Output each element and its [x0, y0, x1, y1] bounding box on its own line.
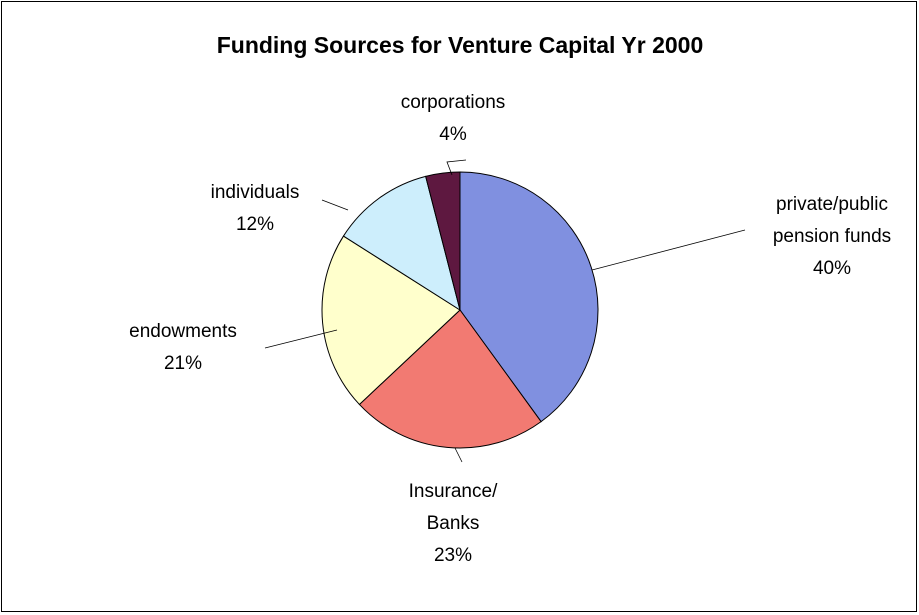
slice-label: Banks	[427, 513, 480, 534]
slice-label: corporations	[401, 92, 506, 113]
leader-line	[446, 159, 467, 176]
slice-label: endowments	[129, 321, 237, 342]
pie-slice	[342, 175, 461, 312]
slice-value-label: 40%	[813, 258, 851, 279]
slice-label: pension funds	[773, 226, 891, 247]
pie-slice	[425, 171, 461, 311]
chart-title: Funding Sources for Venture Capital Yr 2…	[217, 32, 704, 58]
leader-line	[321, 199, 349, 211]
slice-value-label: 12%	[236, 214, 274, 235]
leader-line	[591, 229, 746, 271]
slice-value-label: 21%	[164, 353, 202, 374]
leader-line	[454, 447, 463, 463]
slice-label: private/public	[776, 194, 888, 215]
pie-slice	[358, 309, 542, 449]
slice-value-label: 4%	[439, 124, 467, 145]
slice-label: Insurance/	[409, 481, 498, 502]
leader-line	[264, 329, 338, 349]
slice-value-label: 23%	[434, 545, 472, 566]
slice-label: individuals	[211, 182, 300, 203]
pie-slice	[459, 171, 599, 423]
pie-slice	[321, 235, 461, 406]
